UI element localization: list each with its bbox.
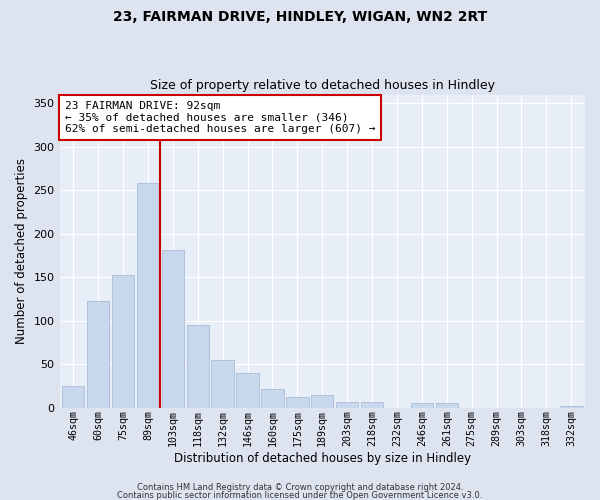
Bar [286,397,308,407]
Bar [87,300,109,408]
Bar [311,396,334,407]
Title: Size of property relative to detached houses in Hindley: Size of property relative to detached ho… [150,79,495,92]
Bar [62,386,85,407]
Bar [112,274,134,407]
Text: Contains public sector information licensed under the Open Government Licence v3: Contains public sector information licen… [118,490,482,500]
Bar [211,360,234,408]
Text: 23 FAIRMAN DRIVE: 92sqm
← 35% of detached houses are smaller (346)
62% of semi-d: 23 FAIRMAN DRIVE: 92sqm ← 35% of detache… [65,101,375,134]
Text: Contains HM Land Registry data © Crown copyright and database right 2024.: Contains HM Land Registry data © Crown c… [137,484,463,492]
Bar [236,373,259,408]
Bar [336,402,358,407]
Bar [187,325,209,407]
Bar [436,404,458,407]
Y-axis label: Number of detached properties: Number of detached properties [15,158,28,344]
Bar [137,184,159,408]
X-axis label: Distribution of detached houses by size in Hindley: Distribution of detached houses by size … [174,452,471,465]
Bar [261,388,284,407]
Bar [410,404,433,407]
Text: 23, FAIRMAN DRIVE, HINDLEY, WIGAN, WN2 2RT: 23, FAIRMAN DRIVE, HINDLEY, WIGAN, WN2 2… [113,10,487,24]
Bar [161,250,184,408]
Bar [361,402,383,407]
Bar [560,406,583,407]
